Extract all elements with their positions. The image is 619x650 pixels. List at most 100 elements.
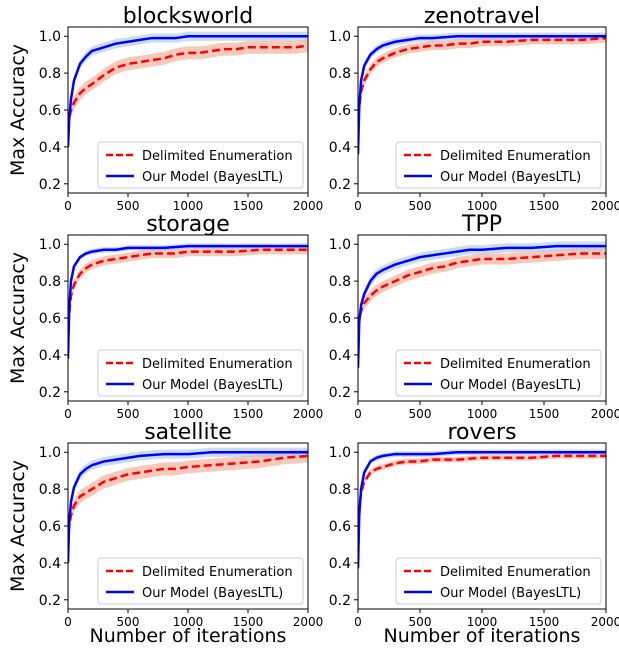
legend-label: Delimited Enumeration (440, 565, 591, 580)
legend-label: Delimited Enumeration (142, 357, 293, 372)
x-tick-label: 1000 (467, 407, 498, 421)
y-tick-label: 1.0 (39, 237, 61, 253)
y-tick-label: 0.2 (39, 593, 61, 609)
legend-label: Delimited Enumeration (142, 149, 293, 164)
legend-label: Our Model (BayesLTL) (142, 378, 283, 393)
confidence-band-bayes (358, 449, 606, 572)
legend: Delimited Enumeration Our Model (BayesLTL… (97, 141, 304, 189)
y-tick-label: 1.0 (329, 237, 351, 253)
legend: Delimited Enumeration Our Model (BayesLTL… (395, 141, 602, 189)
y-axis-label: Max Accuracy (7, 252, 29, 384)
y-tick-label: 0.6 (39, 311, 61, 327)
x-tick-label: 500 (409, 199, 432, 213)
chart-title: rovers (447, 420, 516, 445)
x-tick-label: 2000 (293, 407, 324, 421)
x-axis-label: Number of iterations (384, 625, 581, 647)
y-tick-label: 1.0 (39, 445, 61, 461)
y-tick-label: 0.8 (39, 482, 61, 498)
y-tick-label: 0.4 (39, 348, 61, 364)
legend-label: Delimited Enumeration (440, 149, 591, 164)
x-tick-label: 1000 (467, 615, 498, 629)
x-tick-label: 1000 (173, 199, 204, 213)
x-axis-label: Number of iterations (90, 625, 287, 647)
series-line-enumeration (68, 248, 308, 337)
y-tick-label: 0.6 (329, 103, 351, 119)
legend-box (395, 349, 602, 397)
x-tick-label: 500 (117, 199, 140, 213)
x-tick-label: 0 (354, 199, 362, 213)
y-tick-label: 0.2 (39, 177, 61, 193)
y-tick-label: 0.4 (329, 140, 351, 156)
legend-label: Our Model (BayesLTL) (142, 586, 283, 601)
x-tick-label: 1500 (233, 199, 264, 213)
chart-panel-3: storage 0.2 0.4 0.6 0.8 1.0 0 500 1000 1500 2000 De… (39, 212, 324, 421)
y-tick-label: 0.4 (329, 348, 351, 364)
y-tick-label: 0.8 (39, 274, 61, 290)
y-tick-label: 0.6 (329, 519, 351, 535)
series-line-bayes (68, 244, 308, 359)
legend-label: Delimited Enumeration (440, 357, 591, 372)
chart-panel-1: blocksworld 0.2 0.4 0.6 0.8 1.0 0 500 1000 1500 20… (39, 4, 324, 213)
series-line-enumeration (68, 454, 308, 545)
y-tick-label: 0.8 (39, 66, 61, 82)
legend: Delimited Enumeration Our Model (BayesLTL… (97, 557, 304, 605)
y-tick-label: 1.0 (39, 29, 61, 45)
x-tick-label: 2000 (591, 199, 619, 213)
legend-label: Our Model (BayesLTL) (440, 378, 581, 393)
x-tick-label: 2000 (293, 615, 324, 629)
x-tick-label: 1500 (233, 407, 264, 421)
confidence-band-enumeration (358, 453, 606, 529)
x-tick-label: 1500 (529, 199, 560, 213)
legend-box (395, 557, 602, 605)
y-tick-label: 0.2 (39, 385, 61, 401)
confidence-band-enumeration (358, 33, 606, 134)
series-line-bayes (68, 34, 308, 147)
legend-label: Our Model (BayesLTL) (440, 586, 581, 601)
y-tick-label: 0.2 (329, 385, 351, 401)
y-tick-label: 0.2 (329, 177, 351, 193)
chart-panel-5: satellite 0.2 0.4 0.6 0.8 1.0 0 500 1000 1500 2000… (39, 420, 324, 629)
series-line-bayes (358, 244, 606, 368)
legend: Delimited Enumeration Our Model (BayesLTL… (97, 349, 304, 397)
chart-title: blocksworld (123, 4, 253, 29)
y-tick-label: 0.4 (39, 556, 61, 572)
x-tick-label: 500 (117, 615, 140, 629)
legend-box (97, 349, 304, 397)
x-tick-label: 0 (64, 615, 72, 629)
y-tick-label: 0.8 (329, 66, 351, 82)
x-tick-label: 500 (117, 407, 140, 421)
confidence-band-enumeration (68, 245, 308, 342)
legend-label: Our Model (BayesLTL) (142, 170, 283, 185)
series-line-bayes (358, 34, 606, 155)
x-tick-label: 1500 (529, 407, 560, 421)
series-line-enumeration (68, 44, 308, 129)
y-tick-label: 1.0 (329, 445, 351, 461)
x-tick-label: 0 (64, 407, 72, 421)
y-tick-label: 0.6 (39, 103, 61, 119)
x-tick-label: 1000 (467, 199, 498, 213)
confidence-band-enumeration (358, 247, 606, 333)
y-tick-label: 0.2 (329, 593, 351, 609)
y-tick-label: 0.6 (329, 311, 351, 327)
y-tick-label: 0.4 (329, 556, 351, 572)
legend-label: Delimited Enumeration (142, 565, 293, 580)
x-tick-label: 500 (409, 407, 432, 421)
y-tick-label: 0.6 (39, 519, 61, 535)
y-axis-label: Max Accuracy (7, 44, 29, 176)
series-line-enumeration (358, 36, 606, 129)
x-tick-label: 0 (354, 407, 362, 421)
y-tick-label: 0.4 (39, 140, 61, 156)
confidence-band-enumeration (68, 38, 308, 135)
chart-panel-2: zenotravel 0.2 0.4 0.6 0.8 1.0 0 500 1000 1500 200… (329, 4, 619, 213)
chart-title: satellite (144, 420, 232, 445)
series-line-enumeration (358, 252, 606, 328)
legend: Delimited Enumeration Our Model (BayesLTL… (395, 349, 602, 397)
series-line-bayes (68, 450, 308, 563)
x-tick-label: 0 (354, 615, 362, 629)
series-line-bayes (358, 450, 606, 569)
chart-panel-4: TPP 0.2 0.4 0.6 0.8 1.0 0 500 1000 1500 2000 Delimi… (329, 212, 619, 421)
chart-title: storage (146, 212, 230, 237)
chart-title: zenotravel (424, 4, 540, 29)
y-tick-label: 0.8 (329, 482, 351, 498)
